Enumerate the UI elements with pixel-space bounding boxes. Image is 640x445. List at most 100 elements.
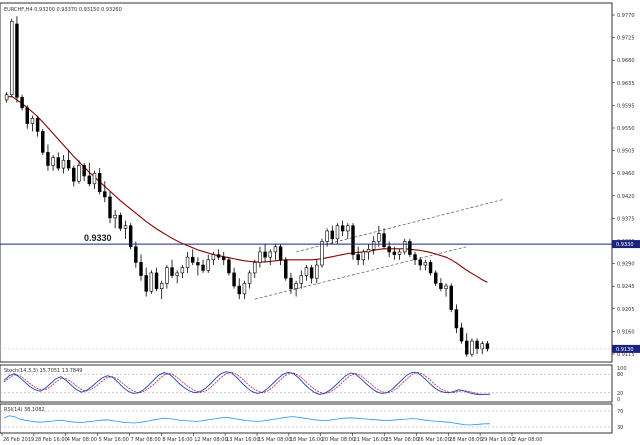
candle-bear: [485, 343, 490, 350]
stochastic-main-line: [3, 371, 491, 396]
stochastic-panel-frame: [0, 364, 613, 403]
price-tick-label: 0.9205: [617, 307, 635, 313]
candle-bull: [335, 225, 340, 240]
time-tick-label: 28 Feb 16:00: [35, 437, 68, 443]
candle-bear: [216, 254, 221, 258]
stochastic-tick-label: 20: [617, 391, 623, 397]
candle-bear: [465, 340, 469, 355]
stochastic-tick-label: 0: [617, 397, 620, 403]
candle-bear: [134, 246, 138, 263]
rsi-panel[interactable]: RSI(14) 38.1082: [0, 403, 613, 434]
candle-bull: [61, 159, 66, 169]
price-panel[interactable]: EURCHF,H4 0.93200 0.93370 0.93150 0.9326…: [0, 2, 613, 363]
time-tick-label: 21 Mar 16:00: [354, 437, 387, 443]
candle-bear: [170, 267, 174, 276]
candle-bull: [165, 267, 169, 284]
candle-bull: [325, 230, 329, 242]
stochastic-tick-label: 80: [617, 372, 623, 378]
candle-bear: [309, 267, 314, 279]
candle-bull: [175, 272, 179, 276]
candle-bear: [232, 272, 236, 287]
symbol-info: EURCHF,H4 0.93200 0.93370 0.93150 0.9326…: [4, 7, 122, 13]
candle-bear: [289, 277, 293, 289]
price-tick-label: 0.9595: [617, 103, 635, 109]
candle-bull: [315, 264, 319, 279]
candle-bear: [433, 272, 438, 284]
candle-bear: [15, 23, 19, 98]
candle-bear: [449, 285, 453, 310]
candle-bear: [201, 264, 205, 271]
candle-bull: [480, 343, 484, 350]
level-price-tag: [612, 240, 640, 249]
support-level-label: 0.9330: [84, 233, 112, 243]
channel-layer: [254, 199, 504, 300]
candle-bear: [41, 131, 45, 153]
candle-bull: [206, 259, 210, 271]
candle-bear: [459, 327, 464, 342]
candle-bull: [470, 340, 474, 355]
candle-bear: [428, 262, 433, 274]
candle-bull: [346, 225, 350, 232]
price-tick-label: 0.9420: [617, 194, 635, 200]
candle-bull: [320, 241, 324, 266]
stochastic-tick-label: 100: [617, 366, 627, 372]
candle-bull: [92, 173, 97, 185]
stochastic-panel[interactable]: Stoch(14,3,3) 15.7051 13.7849: [0, 364, 613, 403]
candle-bull: [366, 249, 371, 253]
candle-bear: [263, 251, 267, 258]
stochastic-signal-line: [3, 371, 490, 395]
candle-bull: [185, 256, 190, 268]
rsi-panel-frame: [0, 403, 613, 434]
time-tick-label: 15 Mar 08:00: [258, 437, 291, 443]
candle-bear: [128, 225, 133, 248]
channel-lower-line: [254, 246, 467, 300]
candle-bear: [72, 167, 76, 182]
candle-bear: [454, 309, 459, 329]
candle-bear: [139, 262, 143, 276]
candle-bull: [253, 262, 257, 274]
candle-bear: [413, 254, 417, 261]
candles-layer: [4, 16, 490, 357]
candle-bear: [190, 256, 195, 263]
time-tick-label: 20 Mar 08:00: [322, 437, 355, 443]
price-tick-label: 0.9375: [617, 216, 635, 222]
candle-bear: [356, 254, 360, 261]
stochastic-label: Stoch(14,3,3) 15.7051 13.7849: [4, 368, 82, 374]
price-tick-label: 0.9680: [617, 58, 635, 64]
stochastic-lines: [0, 371, 612, 396]
candle-bear: [196, 262, 200, 266]
candle-bear: [330, 230, 335, 240]
price-tick-label: 0.9290: [617, 262, 635, 268]
price-tick-label: 0.9505: [617, 149, 635, 155]
candle-bear: [56, 157, 61, 169]
candle-bull: [242, 283, 247, 295]
candle-bull: [159, 283, 164, 289]
candle-bull: [211, 254, 216, 261]
candle-bull: [294, 283, 298, 289]
candle-bear: [278, 246, 283, 261]
time-tick-label: 12 Mar 08:00: [194, 437, 227, 443]
candle-bull: [123, 225, 128, 229]
price-tick-label: 0.9245: [617, 284, 635, 290]
rsi-label: RSI(14) 38.1082: [4, 407, 45, 413]
price-tick-label: 0.9725: [617, 36, 635, 42]
candle-bear: [144, 275, 148, 292]
time-tick-label: 25 Mar 08:00: [386, 437, 419, 443]
candle-bear: [475, 340, 479, 350]
time-tick-label: 26 Mar 16:00: [417, 437, 450, 443]
candle-bear: [20, 97, 24, 109]
last-price-tag: [612, 344, 640, 353]
price-panel-frame: [0, 2, 613, 363]
candle-bull: [299, 275, 304, 284]
candle-bull: [423, 262, 428, 266]
candle-bear: [387, 246, 391, 253]
candle-bear: [439, 283, 443, 289]
time-tick-label: 26 Feb 2019: [3, 437, 34, 443]
rsi-axis: 70 30: [617, 409, 623, 431]
candle-bull: [113, 214, 117, 219]
candle-bear: [237, 285, 241, 295]
candle-bull: [4, 94, 9, 101]
